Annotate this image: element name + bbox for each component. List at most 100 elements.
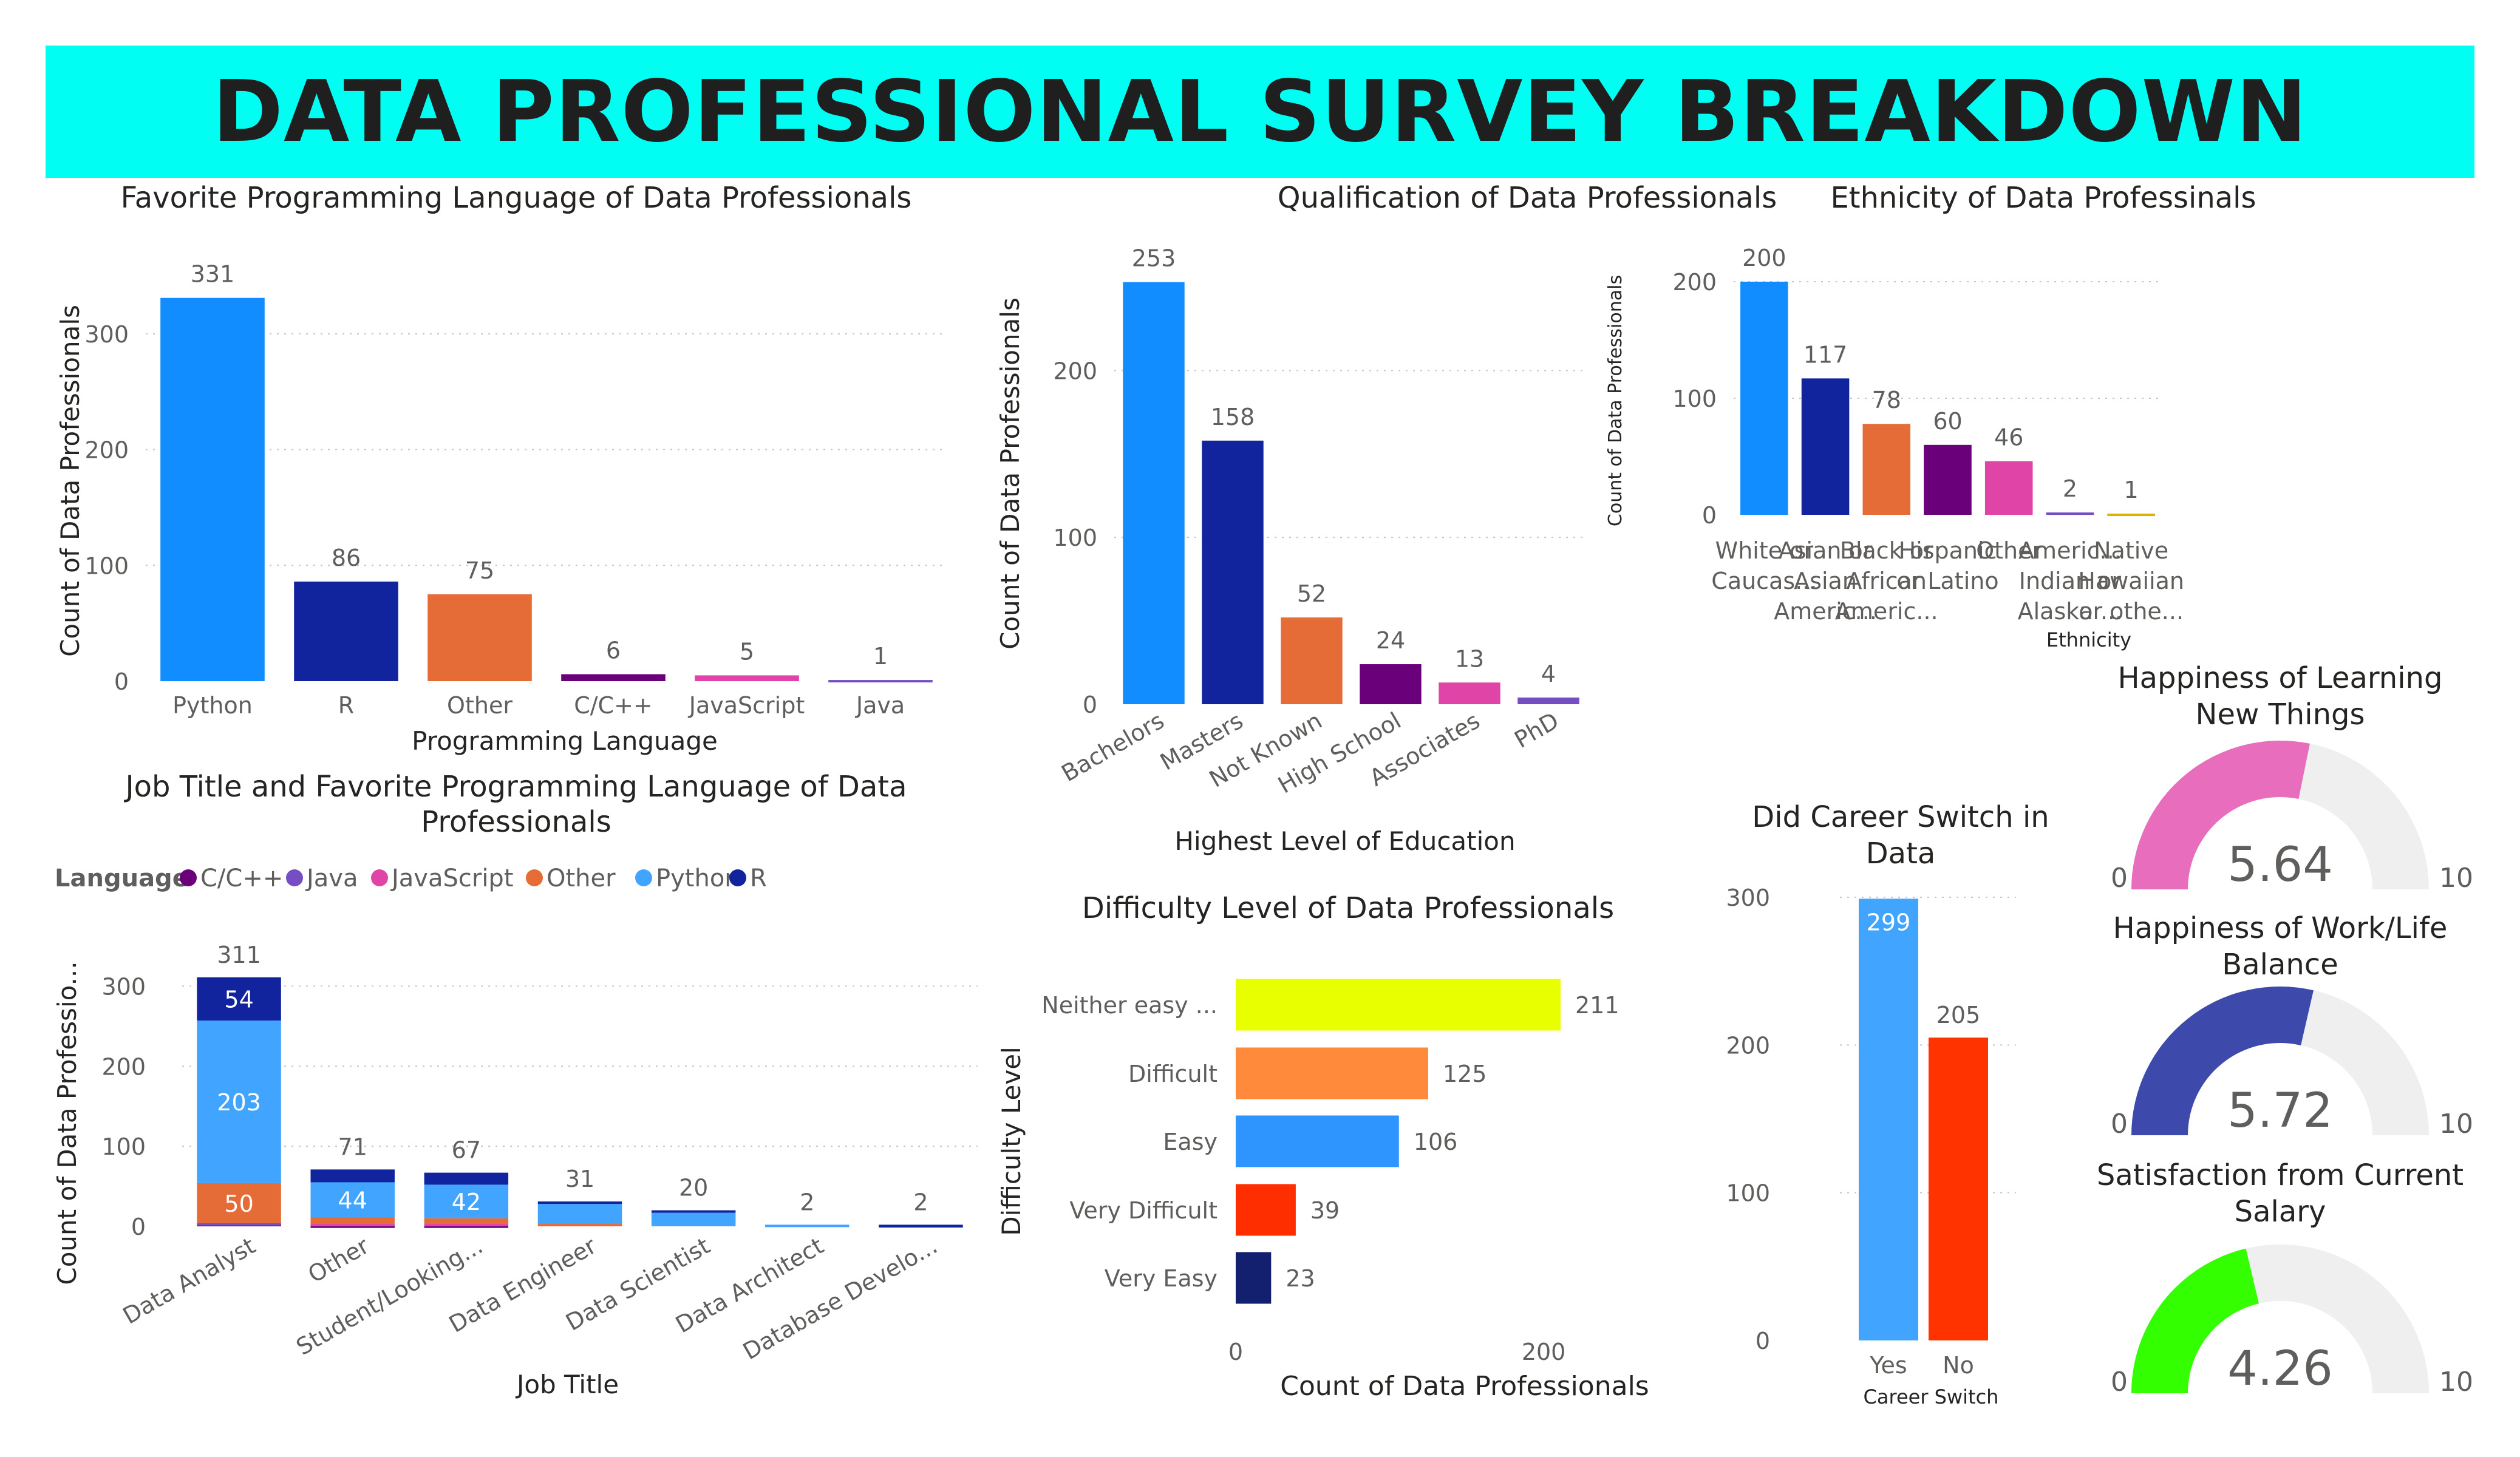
bar: [828, 680, 933, 683]
bar: [1202, 440, 1264, 704]
y-tick-label: Difficult: [1128, 1061, 1217, 1087]
gauge-min-label: 0: [2111, 1367, 2128, 1398]
gauge-title: Happiness of Work/Life: [2113, 911, 2448, 945]
y-tick-label: Easy: [1163, 1129, 1217, 1155]
y-axis-title: Count of Data Professionals: [55, 305, 85, 657]
gauge-fill: [2131, 1248, 2259, 1393]
data-label: 39: [1310, 1197, 1340, 1224]
chart-title: Favorite Programming Language of Data Pr…: [121, 181, 912, 215]
chart-title: Professionals: [421, 805, 611, 839]
y-tick-label: Very Difficult: [1069, 1197, 1217, 1224]
bar: [1236, 979, 1561, 1031]
y-tick-label: Neither easy ...: [1041, 992, 1217, 1019]
y-tick-label: 0: [131, 1214, 146, 1240]
gauge-value: 4.26: [2227, 1342, 2333, 1396]
bar: [1984, 461, 2033, 515]
gauge-title: Balance: [2222, 948, 2338, 982]
y-tick-label: 300: [101, 973, 146, 1000]
data-label: 23: [1286, 1265, 1315, 1292]
gauge-max-label: 10: [2439, 863, 2473, 894]
x-tick-label: Alaska ...: [2018, 598, 2123, 625]
x-tick-label: or Latino: [1896, 568, 1998, 594]
legend-title: Language: [55, 864, 189, 892]
stacked-bar-segment: [537, 1204, 622, 1224]
total-label: 31: [565, 1166, 594, 1192]
x-axis-title: Highest Level of Education: [1174, 826, 1515, 856]
stacked-bar-segment: [424, 1225, 509, 1228]
data-label: 46: [1994, 424, 2023, 451]
data-label: 1: [2124, 477, 2139, 503]
y-tick-label: 0: [114, 668, 129, 695]
stacked-bar-segment: [765, 1224, 850, 1228]
chart-title: Did Career Switch in: [1752, 800, 2049, 834]
legend-label: Python: [656, 864, 740, 892]
total-label: 2: [913, 1189, 928, 1215]
x-tick-label: Hispanic: [1899, 537, 1997, 564]
x-axis-title: Count of Data Professionals: [1280, 1371, 1649, 1402]
y-tick-label: 200: [1726, 1032, 1770, 1059]
x-tick-label: Asian: [1794, 568, 1857, 594]
y-tick-label: 100: [1053, 525, 1097, 551]
stacked-bar-segment: [651, 1212, 736, 1226]
y-tick-label: 100: [101, 1133, 146, 1160]
y-tick-label: 300: [84, 321, 129, 348]
x-tick-label: PhD: [1510, 707, 1563, 753]
difficulty-chart: Difficulty Level of Data Professionals Di…: [996, 891, 1649, 1402]
data-label: 78: [1872, 387, 1901, 413]
data-label: 6: [606, 637, 621, 664]
bar: [1236, 1115, 1399, 1167]
data-label: 203: [217, 1089, 261, 1116]
y-tick-label: 0: [1083, 691, 1097, 718]
bar: [1236, 1184, 1296, 1236]
total-label: 20: [679, 1175, 708, 1201]
data-label: 331: [191, 261, 235, 288]
x-tick-label: Yes: [1869, 1352, 1907, 1379]
total-label: 71: [338, 1133, 367, 1160]
data-label: 117: [1803, 341, 1848, 368]
bar: [1281, 617, 1343, 704]
title-banner: DATA PROFESSIONAL SURVEY BREAKDOWN: [46, 46, 2474, 178]
x-tick-label: African: [1847, 568, 1927, 594]
gauge-min-label: 0: [2111, 863, 2128, 894]
bar: [427, 594, 532, 681]
y-tick-label: 0: [1702, 502, 1717, 529]
bar: [1862, 424, 1911, 515]
x-tick-label: 200: [1522, 1339, 1566, 1365]
y-tick-label: 200: [84, 437, 129, 464]
bar: [1859, 898, 1918, 1340]
bar: [1439, 682, 1500, 704]
legend-marker: [526, 869, 543, 886]
y-tick-label: 100: [84, 552, 129, 579]
bar: [561, 674, 666, 681]
legend-label: Java: [305, 864, 358, 892]
data-label: 75: [465, 557, 494, 584]
y-axis-title: Count of Data Professionals: [995, 297, 1025, 650]
legend-label: Other: [547, 864, 616, 892]
chart-title: Job Title and Favorite Programming Langu…: [123, 770, 907, 804]
y-tick-label: 0: [1755, 1328, 1770, 1354]
y-tick-label: 300: [1726, 885, 1770, 911]
x-tick-label: Python: [172, 692, 253, 719]
stacked-bar-segment: [310, 1182, 395, 1218]
x-tick-label: Database Develo...: [738, 1232, 942, 1365]
gauge-value: 5.64: [2227, 838, 2333, 892]
data-label: 50: [224, 1190, 253, 1217]
stacked-bar-segment: [537, 1201, 622, 1204]
x-tick-label: White or: [1715, 537, 1814, 564]
bar: [1236, 1047, 1428, 1099]
bar: [2107, 514, 2155, 517]
data-label: 13: [1455, 645, 1484, 672]
data-label: 52: [1297, 580, 1326, 607]
legend-label: R: [750, 864, 767, 892]
data-label: 86: [332, 545, 361, 571]
data-label: 158: [1211, 404, 1255, 430]
data-label: 205: [1936, 1002, 1981, 1028]
legend-label: JavaScript: [390, 864, 514, 892]
y-tick-label: 100: [1672, 385, 1717, 412]
stacked-bar-segment: [310, 1169, 395, 1183]
bar: [1236, 1252, 1272, 1304]
chart-title: Qualification of Data Professionals: [1278, 181, 1777, 215]
x-tick-label: Data Analyst: [118, 1232, 260, 1330]
chart-title: Difficulty Level of Data Professionals: [1082, 891, 1614, 925]
